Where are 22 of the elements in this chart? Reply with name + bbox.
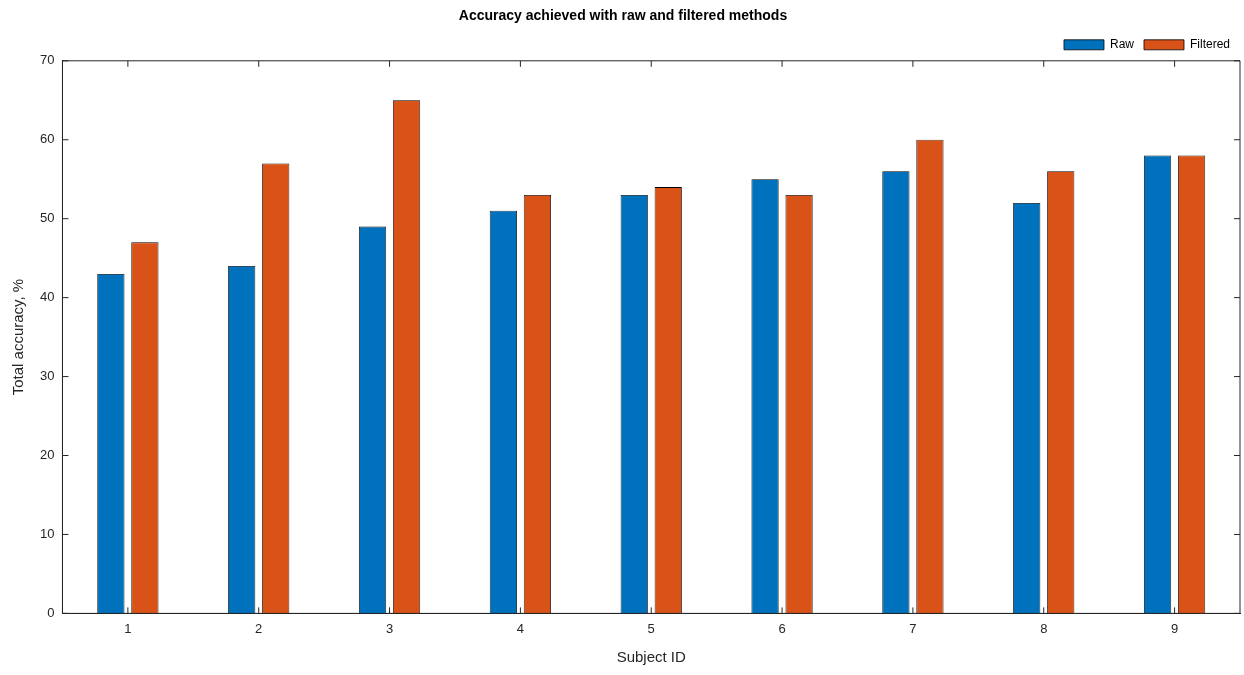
x-tick-label: 9 xyxy=(1170,620,1179,636)
x-tick-label: 4 xyxy=(516,620,525,636)
x-tick-label: 6 xyxy=(778,620,786,636)
y-tick-label: 70 xyxy=(39,52,55,68)
x-tick-label: 8 xyxy=(1040,620,1048,636)
legend-label: Filtered xyxy=(1189,37,1230,52)
x-tick-label: 5 xyxy=(647,620,655,636)
legend-label: Raw xyxy=(1109,37,1135,52)
x-tick-label: 2 xyxy=(255,620,263,636)
y-tick-label: 20 xyxy=(39,447,55,463)
x-tick-label: 1 xyxy=(124,620,132,636)
x-tick-label: 3 xyxy=(385,620,394,636)
y-tick-label: 50 xyxy=(39,210,55,226)
y-tick-label: 40 xyxy=(39,289,55,305)
y-tick-label: 0 xyxy=(47,604,55,620)
y-tick-label: 30 xyxy=(39,368,55,384)
y-tick-label: 60 xyxy=(39,131,55,147)
x-tick-label: 7 xyxy=(909,620,917,636)
y-tick-label: 10 xyxy=(39,526,55,542)
x-axis-title: Subject ID xyxy=(616,648,686,666)
y-axis-title: Total accuracy, % xyxy=(9,278,27,396)
chart-title: Accuracy achieved with raw and filtered methods xyxy=(458,7,788,24)
